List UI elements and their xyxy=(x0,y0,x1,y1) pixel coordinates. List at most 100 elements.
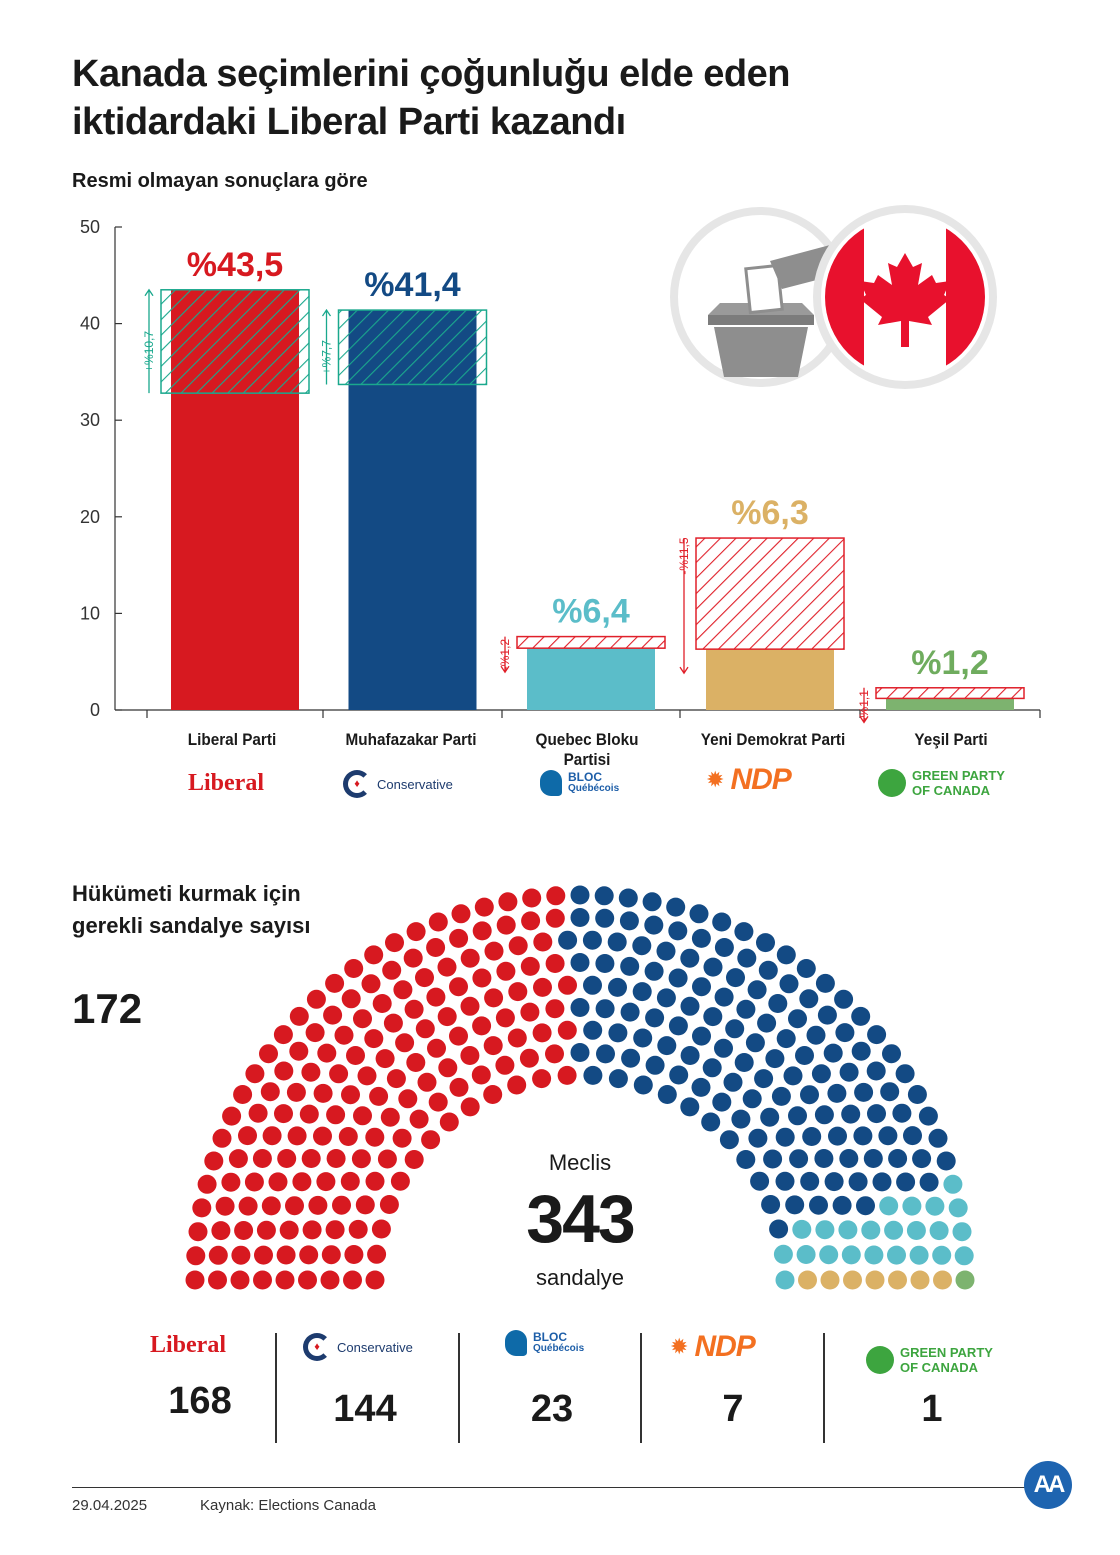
seat-dot xyxy=(910,1270,930,1290)
seat-dot xyxy=(933,1270,952,1290)
seat-dot xyxy=(919,1172,939,1192)
seat-dot xyxy=(259,1044,278,1064)
seat-dot xyxy=(238,1196,258,1216)
seat-dot xyxy=(853,1126,873,1146)
seat-dot xyxy=(848,1172,868,1192)
seat-dot xyxy=(754,1069,774,1089)
seat-dot xyxy=(731,1109,751,1129)
seat-dot xyxy=(262,1126,282,1146)
seat-dot xyxy=(186,1246,206,1266)
seat-dot xyxy=(841,1245,861,1265)
seat-dot xyxy=(773,1244,793,1264)
seat-dot xyxy=(383,1013,403,1033)
seat-dot xyxy=(809,1195,828,1215)
change-label: -%1,1 xyxy=(857,690,871,722)
seat-dot xyxy=(306,989,326,1009)
seat-dot xyxy=(351,1149,371,1169)
green-logo-line1: GREEN PARTY xyxy=(900,1345,993,1360)
seat-dot xyxy=(701,1112,721,1132)
divider xyxy=(823,1333,825,1443)
seat-dot xyxy=(377,1149,397,1169)
seat-dot xyxy=(903,1126,922,1146)
seat-dot xyxy=(879,1196,899,1216)
seat-dot xyxy=(188,1222,208,1242)
seat-dot xyxy=(334,1025,354,1045)
seat-dot xyxy=(719,1130,739,1150)
seat-dot xyxy=(371,1219,391,1239)
seat-dot xyxy=(404,999,424,1019)
seat-dot xyxy=(823,1043,843,1063)
change-box xyxy=(516,635,666,649)
seat-dot xyxy=(747,980,767,1000)
seat-dot xyxy=(274,1104,293,1124)
seat-dot xyxy=(703,957,723,977)
canada-flag-icon xyxy=(813,205,997,389)
seat-dot xyxy=(353,1106,372,1126)
seat-dot xyxy=(348,1219,368,1239)
seat-dot xyxy=(329,1064,349,1084)
seat-dot xyxy=(472,921,492,941)
seat-dot xyxy=(712,912,732,932)
seat-dot xyxy=(955,1270,975,1290)
seat-dot xyxy=(244,1172,264,1192)
seat-logo-green: GREEN PARTY OF CANADA xyxy=(866,1345,993,1375)
seat-dot xyxy=(326,1105,346,1125)
seat-dot xyxy=(757,1013,777,1033)
seat-dot xyxy=(275,1270,295,1290)
seat-dot xyxy=(737,948,757,968)
bar-value-label: %6,4 xyxy=(552,593,630,631)
seat-dot xyxy=(736,999,756,1019)
seat-dot xyxy=(799,989,819,1009)
seat-dot xyxy=(286,1082,306,1102)
seat-dot xyxy=(346,1046,365,1065)
seat-dot xyxy=(338,1127,358,1146)
seat-dot xyxy=(305,1023,325,1043)
seat-dot xyxy=(292,1172,312,1192)
seat-dot xyxy=(228,1149,248,1169)
seat-dot xyxy=(289,1006,309,1026)
seat-dot xyxy=(287,1126,307,1146)
seat-dot xyxy=(495,1008,515,1028)
seat-dot xyxy=(595,908,615,928)
seat-dot xyxy=(277,1149,297,1168)
seat-dot xyxy=(221,1172,241,1192)
bar-value-label: %1,2 xyxy=(911,644,989,682)
seat-dot xyxy=(365,1171,385,1191)
seat-dot xyxy=(320,1270,340,1290)
seat-dot xyxy=(545,954,565,973)
seat-dot xyxy=(298,1270,317,1290)
seat-dot xyxy=(533,932,553,952)
seat-dot xyxy=(558,930,578,950)
seat-dot xyxy=(409,1109,429,1129)
seat-dot xyxy=(406,922,426,942)
seat-dot xyxy=(714,938,734,957)
ndp-maple-leaf-icon: ✹ xyxy=(706,767,725,792)
seat-dot xyxy=(796,1245,816,1264)
change-label: -%11,5 xyxy=(677,537,691,574)
seat-dot xyxy=(866,1061,886,1081)
seat-dot xyxy=(583,1020,603,1040)
logo-liberal: Liberal xyxy=(188,770,264,797)
seat-dot xyxy=(582,930,602,950)
bloc-logo-line2: Québécois xyxy=(568,783,620,794)
seat-dot xyxy=(814,1149,834,1168)
seat-dot xyxy=(341,989,361,1009)
seat-dot xyxy=(254,1245,273,1265)
seat-dot xyxy=(428,912,448,932)
conservative-logo-text: Conservative xyxy=(377,776,453,792)
seat-dot xyxy=(811,1064,831,1084)
seat-dot xyxy=(256,1220,276,1240)
seat-dot xyxy=(645,1055,665,1075)
seat-dot xyxy=(668,968,688,988)
parliament-unit: sandalye xyxy=(535,1265,625,1290)
seat-dot xyxy=(428,1092,448,1112)
seat-dot xyxy=(545,999,565,1019)
bar-value-label: %6,3 xyxy=(731,494,809,532)
change-box xyxy=(875,687,1025,700)
seat-dot xyxy=(851,1041,871,1061)
category-label-conservative: Muhafazakar Parti xyxy=(345,730,477,749)
header-icons xyxy=(670,205,997,389)
logo-ndp: ✹ NDP xyxy=(706,763,792,797)
required-seats-title: Hükümeti kurmak için gerekli sandalye sa… xyxy=(72,881,311,938)
bar-value-label: %43,5 xyxy=(187,246,283,284)
